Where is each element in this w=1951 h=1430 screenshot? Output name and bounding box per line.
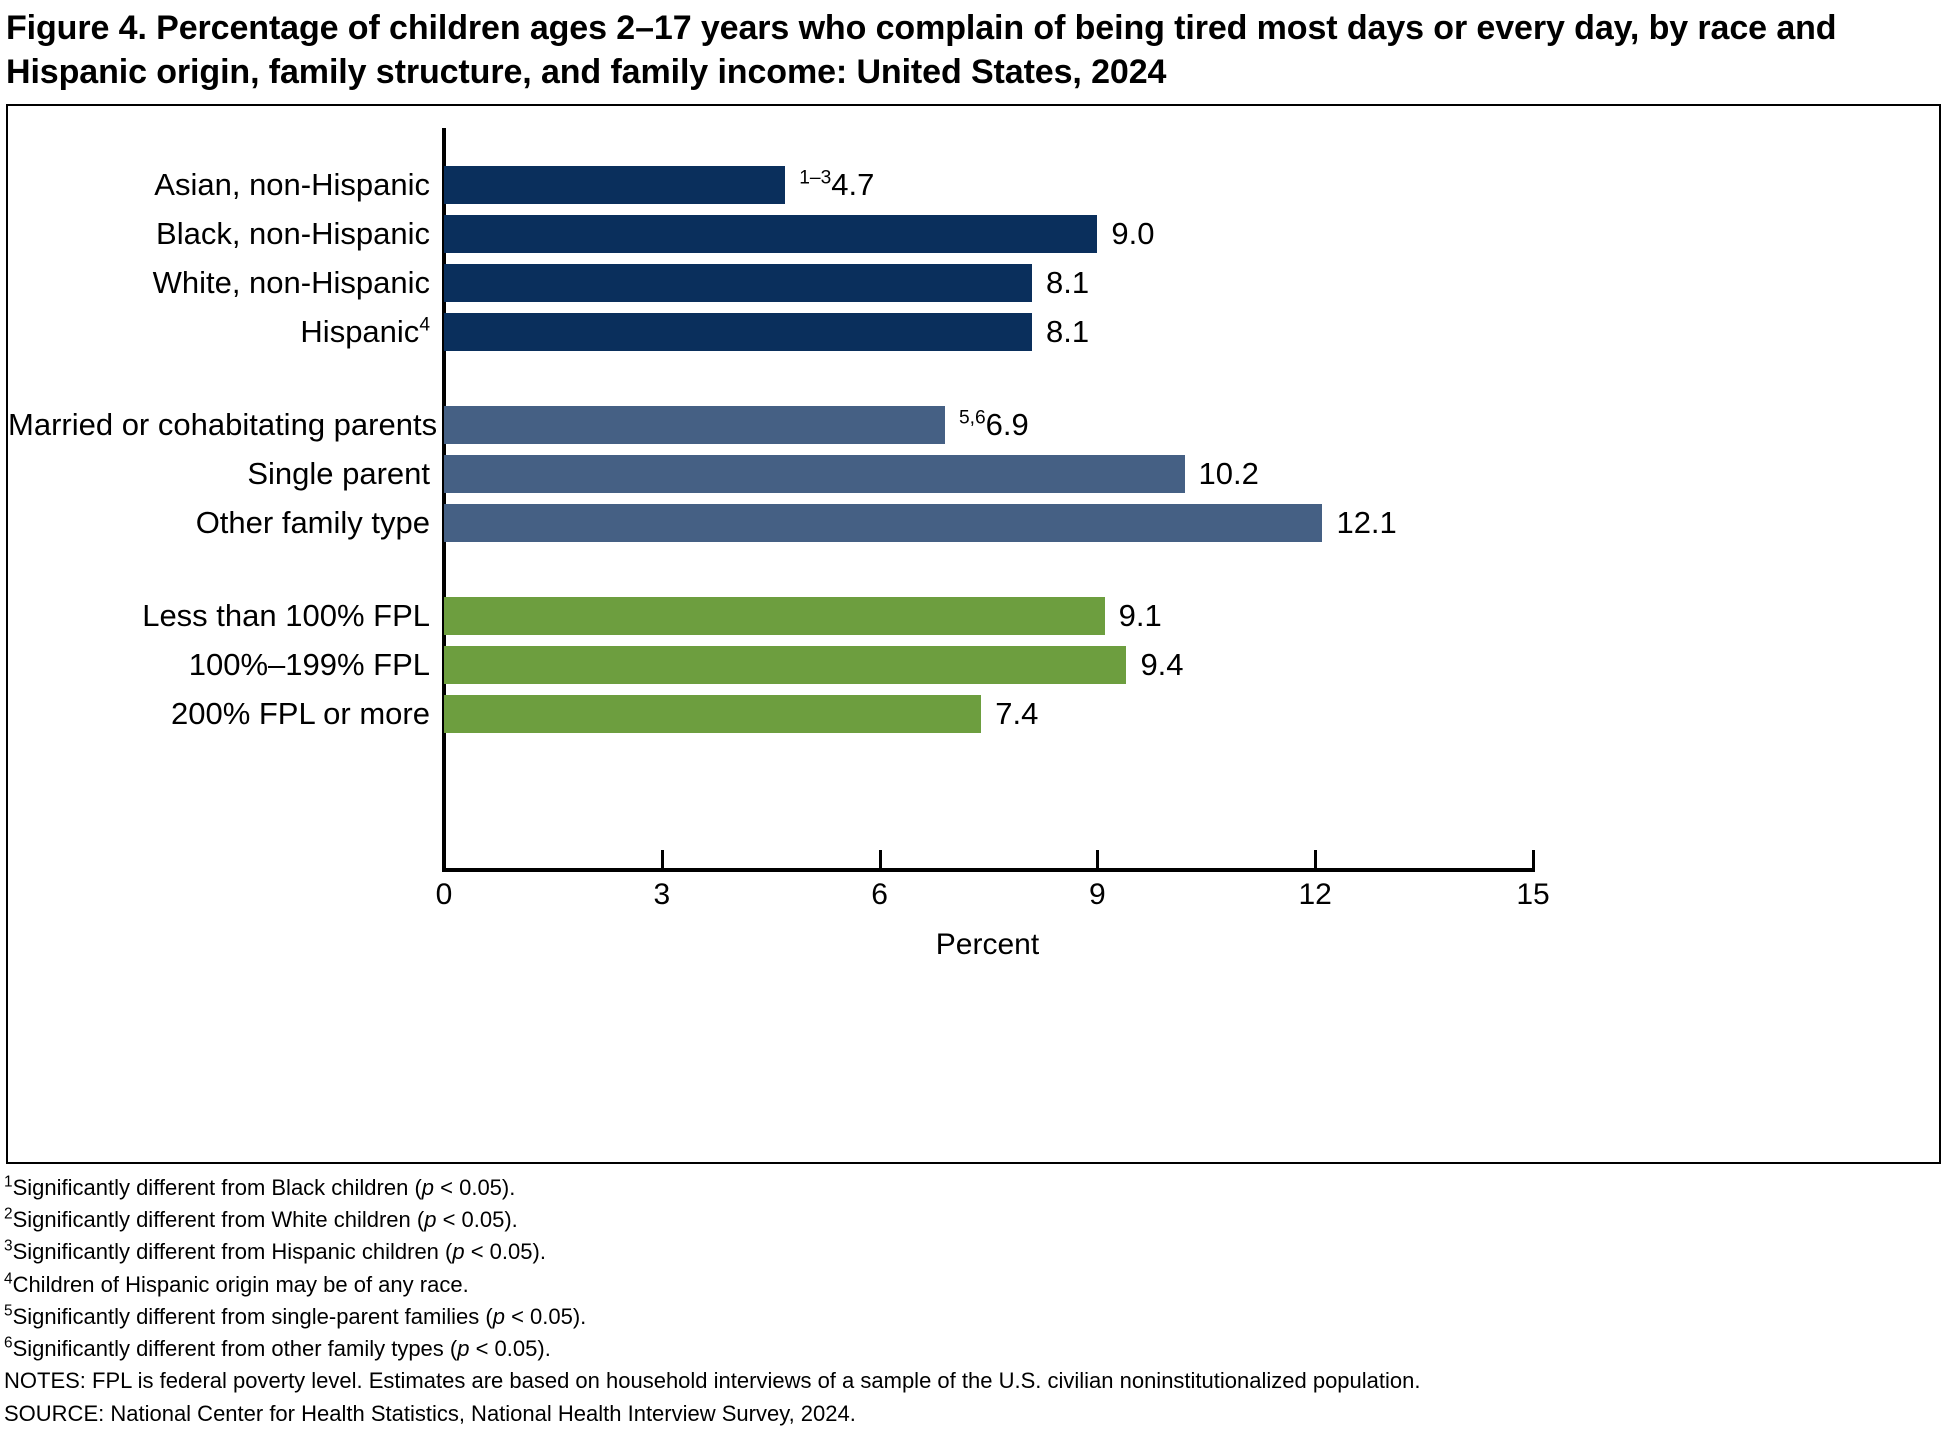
category-label: 200% FPL or more	[170, 696, 430, 731]
footnote-5: 5Significantly different from single-par…	[4, 1302, 587, 1329]
bar-value-label: 10.2	[1198, 456, 1259, 491]
category-label: Hispanic4	[300, 314, 430, 349]
bar	[444, 455, 1185, 493]
source-line: SOURCE: National Center for Health Stati…	[4, 1400, 856, 1426]
category-label: Married or cohabitating parents	[8, 407, 438, 442]
bar-value-label: 1–34.7	[799, 167, 875, 202]
x-tick-label-3: 3	[653, 878, 671, 911]
x-tick-3	[660, 850, 664, 872]
chart-frame: 0 3 6 9 12 15 Asian, non-Hispanic 1–34.7 Black,…	[6, 104, 1941, 1164]
figure-title: Figure 4. Percentage of children ages 2–…	[6, 9, 1837, 92]
x-axis-line	[442, 868, 1533, 872]
x-tick-6	[878, 850, 882, 872]
bar	[444, 215, 1098, 253]
footnote-1: 1Significantly different from Black chil…	[4, 1173, 516, 1200]
x-tick-label-15: 15	[1516, 878, 1550, 911]
bar	[444, 597, 1105, 635]
footnotes-block: 1Significantly different from Black chil…	[4, 1172, 1944, 1430]
x-tick-15	[1532, 850, 1535, 872]
x-axis-title: Percent	[935, 928, 1040, 961]
footnote-4: 4Children of Hispanic origin may be of a…	[4, 1270, 469, 1297]
chart-plot-area: 0 3 6 9 12 15 Asian, non-Hispanic 1–34.7 Black,…	[8, 106, 1939, 1162]
footnote-2: 2Significantly different from White chil…	[4, 1205, 518, 1233]
bar-value-label: 9.0	[1111, 216, 1155, 251]
category-label: Other family type	[195, 505, 430, 540]
bar-value-label: 9.4	[1140, 647, 1184, 682]
x-tick-12	[1314, 850, 1318, 872]
category-label: Less than 100% FPL	[142, 598, 430, 633]
x-tick-label-9: 9	[1089, 878, 1106, 911]
category-label: White, non-Hispanic	[152, 265, 430, 300]
bar	[444, 406, 945, 444]
category-label: Black, non-Hispanic	[156, 216, 430, 251]
bar-value-label: 9.1	[1118, 598, 1162, 633]
y-axis-line	[442, 128, 446, 868]
bar	[444, 166, 786, 204]
bar	[444, 313, 1033, 351]
bar-value-label: 12.1	[1336, 505, 1397, 540]
bar	[444, 264, 1033, 302]
x-tick-0	[443, 850, 446, 872]
bar	[444, 695, 982, 733]
category-label: 100%–199% FPL	[188, 647, 430, 682]
footnote-6: 6Significantly different from other fami…	[4, 1334, 551, 1362]
x-tick-label-0: 0	[435, 878, 453, 911]
x-tick-label-6: 6	[871, 878, 888, 911]
bar-value-label: 5,66.9	[958, 407, 1029, 442]
bar-value-label: 8.1	[1046, 265, 1090, 300]
category-label: Asian, non-Hispanic	[154, 167, 430, 202]
notes-line: NOTES: FPL is federal poverty level. Est…	[4, 1368, 1421, 1394]
bar-value-label: 8.1	[1046, 314, 1090, 349]
bar-value-label: 7.4	[995, 696, 1039, 731]
bar	[444, 504, 1323, 542]
x-tick-label-12: 12	[1298, 878, 1332, 911]
footnote-3: 3Significantly different from Hispanic c…	[4, 1238, 546, 1265]
category-label: Single parent	[247, 456, 430, 491]
bar	[444, 646, 1127, 684]
x-tick-9	[1096, 850, 1100, 872]
